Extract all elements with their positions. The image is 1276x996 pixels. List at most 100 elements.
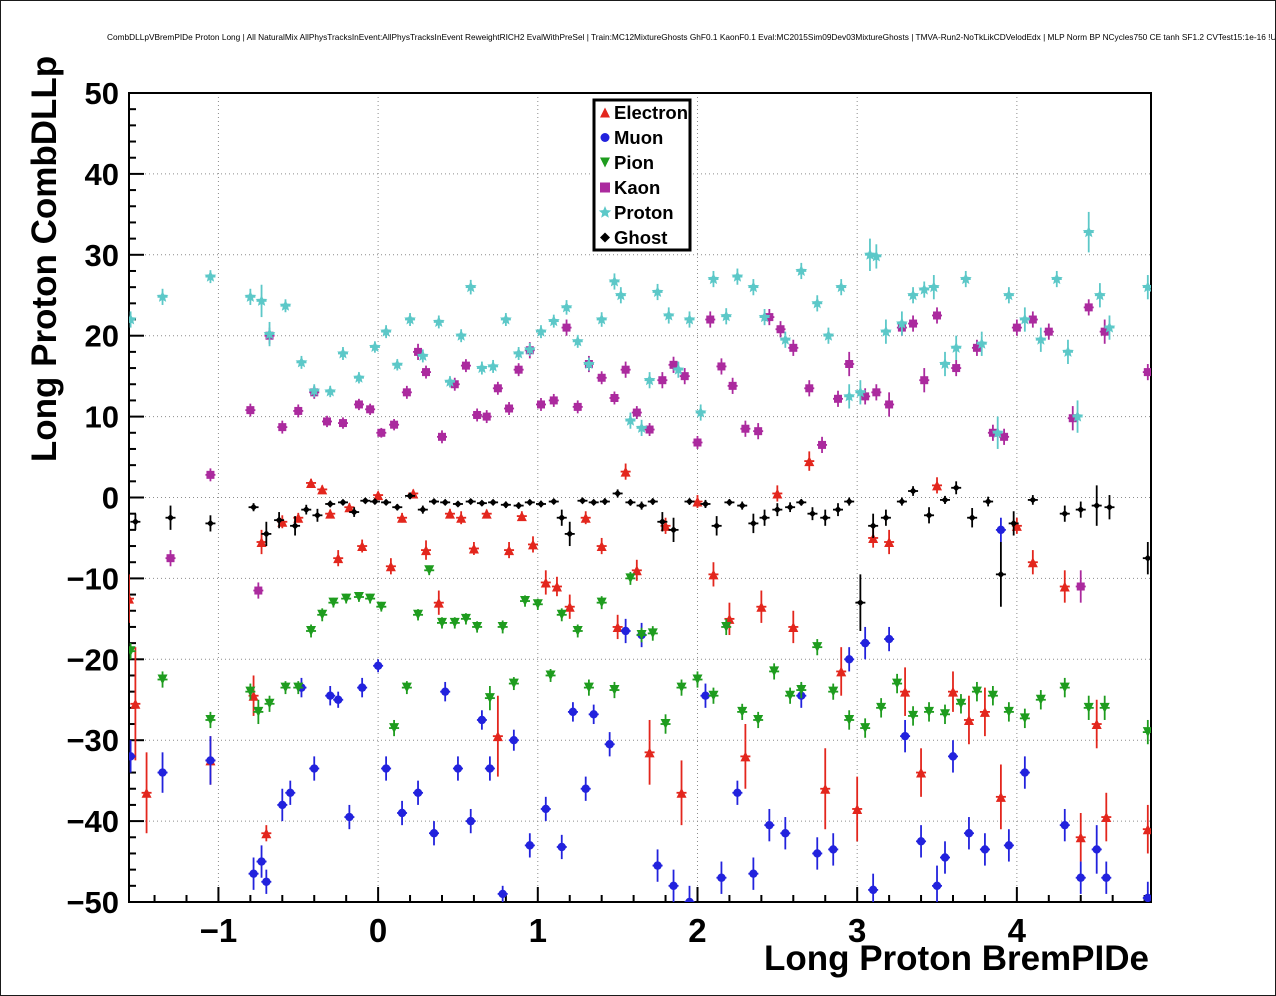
data-point (595, 313, 608, 325)
data-point (478, 499, 486, 507)
data-point (381, 764, 391, 773)
data-point (672, 363, 685, 375)
data-point (404, 313, 416, 325)
data-point (264, 698, 275, 709)
data-point (975, 337, 988, 349)
data-point (621, 365, 630, 374)
data-point (987, 690, 998, 701)
data-point (907, 289, 919, 301)
data-point (643, 374, 656, 386)
data-point (532, 599, 543, 610)
data-point (261, 828, 272, 839)
data-point (357, 683, 367, 692)
data-point (558, 514, 566, 522)
data-point (467, 497, 475, 506)
data-point (836, 666, 847, 677)
data-point (262, 530, 270, 538)
data-point (339, 498, 347, 506)
data-point (932, 480, 943, 491)
data-point (740, 751, 751, 762)
data-point (550, 497, 558, 506)
data-point (492, 731, 503, 742)
data-point (547, 314, 560, 327)
data-point (737, 706, 748, 717)
x-tick-label: 1 (529, 912, 547, 949)
data-point (263, 327, 276, 340)
legend-label: Muon (614, 127, 663, 148)
data-point (876, 702, 887, 713)
data-point (262, 877, 271, 886)
data-point (366, 405, 375, 414)
legend-marker (600, 182, 610, 193)
data-point (385, 561, 396, 572)
data-point (1003, 289, 1015, 301)
data-point (373, 661, 383, 670)
data-point (205, 714, 216, 725)
data-point (317, 484, 328, 495)
legend-marker (600, 107, 610, 118)
data-point (460, 613, 471, 624)
data-point (308, 384, 321, 396)
data-point (578, 497, 587, 505)
data-point (323, 417, 332, 426)
data-point (157, 674, 168, 685)
legend-marker (600, 157, 610, 168)
y-tick-label: −50 (66, 885, 119, 920)
data-point (1143, 368, 1151, 377)
data-point (753, 714, 764, 725)
data-point (523, 343, 536, 355)
data-point (721, 621, 732, 632)
data-point (717, 873, 726, 882)
data-point (583, 682, 594, 693)
data-point (1003, 706, 1014, 717)
data-point (515, 501, 523, 510)
x-tick-label: 3 (848, 912, 866, 949)
data-point (485, 764, 495, 773)
data-point (692, 496, 703, 507)
legend: Electron Muon Pion Kaon Proton Ghost (592, 98, 692, 252)
data-point (772, 488, 783, 499)
legend-entry-pion: Pion (600, 152, 654, 173)
data-point (573, 402, 582, 411)
data-point (512, 347, 525, 359)
data-point (454, 500, 462, 508)
data-point (1010, 519, 1018, 527)
data-point (1076, 873, 1085, 882)
data-point (406, 492, 414, 500)
data-point (345, 812, 354, 822)
data-point (596, 597, 607, 608)
data-point (788, 621, 799, 632)
data-point (245, 686, 256, 697)
data-point (669, 881, 678, 891)
data-point (444, 508, 455, 519)
data-point (313, 511, 322, 519)
data-point (676, 682, 687, 693)
data-point (660, 719, 671, 730)
data-point (455, 329, 467, 341)
data-point (892, 678, 903, 689)
data-point (626, 498, 635, 506)
data-point (437, 432, 446, 441)
data-point (835, 281, 848, 293)
data-point (141, 787, 152, 798)
legend-marker (600, 232, 610, 243)
data-point (820, 783, 831, 794)
data-point (326, 500, 334, 508)
data-point (796, 685, 807, 696)
data-point (353, 592, 364, 603)
data-point (932, 881, 942, 891)
data-point (980, 845, 990, 854)
data-point (397, 512, 408, 523)
data-point (813, 849, 822, 858)
data-point (528, 539, 539, 550)
data-point (693, 438, 702, 447)
data-point (749, 519, 757, 527)
data-point (341, 593, 352, 604)
data-point (535, 325, 547, 337)
legend-entry-ghost: Ghost (600, 227, 667, 248)
data-point (821, 514, 829, 522)
data-point (1061, 510, 1069, 518)
